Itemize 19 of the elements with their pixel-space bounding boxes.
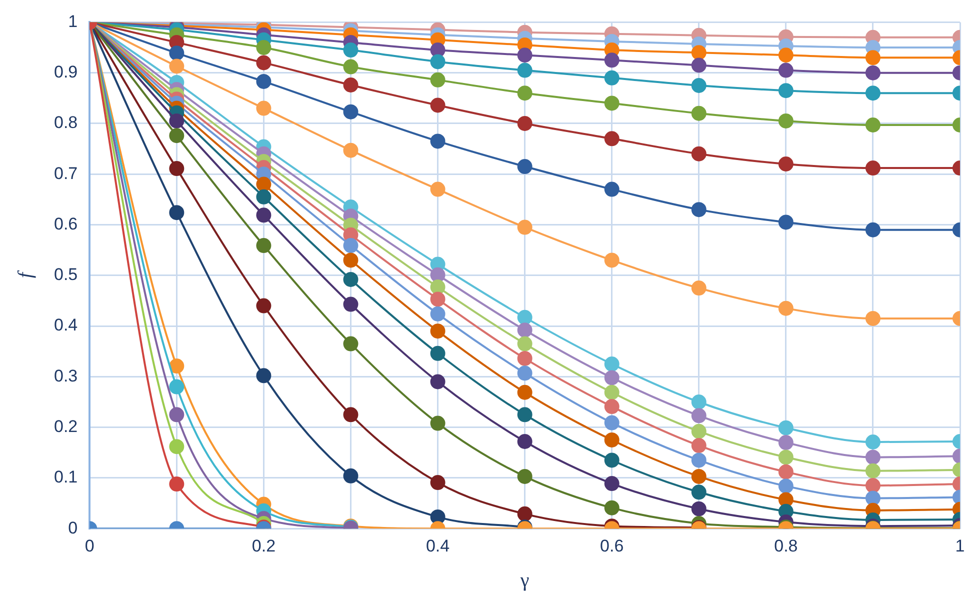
y-tick-label: 0.8 [54, 113, 78, 132]
y-tick-label: 0.7 [54, 164, 78, 183]
y-tick-label: 0.1 [54, 468, 78, 487]
y-tick-label: 0.5 [54, 265, 78, 284]
y-tick-label: 1 [68, 12, 78, 31]
y-tick-label: 0.2 [54, 417, 78, 436]
x-tick-label: 0.2 [252, 536, 276, 556]
y-tick-label: 0.4 [54, 316, 78, 335]
x-tick-label: 0.6 [600, 536, 624, 556]
y-tick-label: 0.3 [54, 366, 78, 386]
x-axis-title: γ [519, 569, 530, 592]
y-tick-label: 0.6 [54, 214, 78, 234]
y-axis-title: f [14, 270, 36, 278]
x-tick-label: 1 [955, 536, 965, 556]
x-tick-label: 0.8 [774, 536, 798, 556]
y-tick-label: 0 [68, 518, 78, 538]
x-tick-label: 0 [84, 536, 94, 556]
y-tick-label: 0.9 [54, 62, 78, 82]
x-tick-label: 0.4 [426, 536, 450, 556]
